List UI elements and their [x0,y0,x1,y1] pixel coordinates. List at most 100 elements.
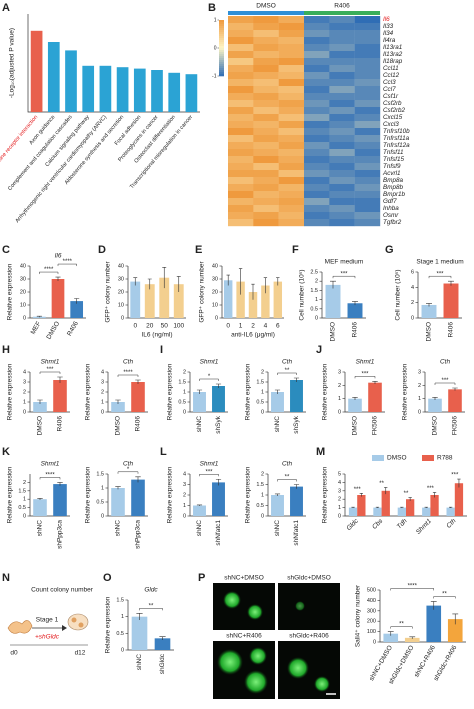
chart-title: Stage 1 medium [416,259,463,266]
legend-swatch [422,455,434,461]
significance-bracket [390,626,413,629]
significance-bracket [57,263,77,267]
y-tick-label: 1 [23,497,26,503]
heat-cell [304,163,330,171]
heat-cell [253,58,279,66]
significance-label: *** [451,473,459,479]
bar [65,50,77,112]
heat-cell [253,135,279,143]
heat-cell [278,156,305,164]
error-bar [159,636,166,640]
heat-cell [354,93,381,101]
bar [447,619,463,642]
heat-cell [304,184,330,192]
y-tick-label: 1.5 [178,379,186,385]
heat-cell [304,177,330,185]
heat-cell [278,205,305,213]
significance-label: *** [427,486,435,492]
bar [325,284,341,318]
heat-cell [354,177,381,185]
heat-cell [354,100,381,108]
significance-label: * [208,374,211,380]
bar [82,65,95,112]
chart-title: Gldc [144,587,158,594]
bar [426,605,442,642]
x-tick-label: 20 [146,323,154,330]
heat-cell [329,121,355,129]
heat-cell [354,128,381,136]
y-tick-label: 0.5 [116,631,124,637]
significance-label: ** [379,481,384,487]
y-axis-label: Relative expression [167,363,174,420]
x-tick-label: MEF [30,320,43,335]
heat-cell [228,121,254,129]
heat-cell [304,72,330,80]
y-axis-label: Relative expression [7,263,14,320]
heat-cell [329,114,355,122]
bar [99,65,112,112]
heat-cell [354,16,381,24]
significance-label: *** [354,487,362,493]
row-label: Il18rap [383,58,403,65]
heat-cell [329,23,355,31]
y-tick-label: 1 [121,614,124,620]
colony [223,591,241,609]
y-tick-label: 0 [215,315,218,321]
panel-letter: O [103,572,112,584]
bar [111,402,125,412]
bar [347,303,363,318]
heat-cell [304,65,330,73]
error-bar [452,613,459,625]
error-bar [55,276,61,281]
significance-label: **** [123,370,133,376]
heat-cell [329,44,355,52]
heat-cell [354,58,381,66]
bar [443,283,459,318]
error-bar [330,280,336,289]
row-label: Bmp8a [383,177,403,184]
heat-cell [354,51,381,59]
heat-cell [354,219,381,227]
heat-cell [228,114,254,122]
significance-bracket [117,374,139,377]
colorbar-step [219,32,224,35]
error-bar [351,506,355,509]
bar [271,495,284,516]
y-tick-label: 1 [338,505,341,511]
heat-cell [304,30,330,38]
bar [32,316,46,318]
x-tick-label: 50 [161,323,169,330]
y-tick-label: 4 [101,369,104,375]
heat-cell [304,51,330,59]
x-tick-label: DMSO [45,320,61,340]
colorbar-step [219,60,224,63]
row-label: Bmp8b [383,184,403,191]
y-tick-label: 0 [261,409,264,415]
error-bar [400,506,404,509]
heat-cell [228,86,254,94]
error-bar [408,497,412,501]
heat-cell [253,142,279,150]
x-tick-label: Complement and coagulation cascades [7,114,74,192]
bar [421,304,437,318]
heat-cell [354,37,381,45]
heat-cell [304,93,330,101]
x-tick-label: 100 [173,323,184,330]
colorbar-step [219,56,224,59]
x-tick-label: 1 [239,323,243,330]
heat-cell [278,93,305,101]
diagram-title: Count colony number [31,587,94,594]
heat-cell [304,128,330,136]
y-axis-label: Relative expression [85,363,92,420]
error-bar [147,278,152,290]
heat-cell [304,198,330,206]
heat-cell [354,135,381,143]
x-tick-label: R406 [66,320,80,337]
significance-label: *** [205,469,213,475]
heat-cell [354,205,381,213]
error-bar [133,277,138,286]
heat-cell [228,30,254,38]
row-label: Il13ra1 [383,44,402,51]
panel-letter: A [2,2,10,14]
colony [244,670,268,694]
